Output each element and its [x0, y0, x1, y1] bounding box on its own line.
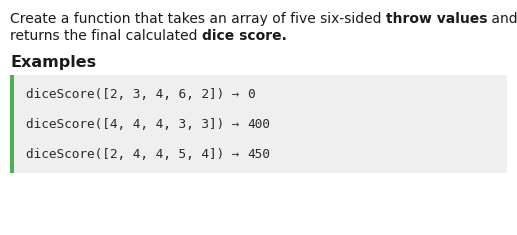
Text: →: → — [224, 148, 247, 161]
Text: diceScore([2, 4, 4, 5, 4]): diceScore([2, 4, 4, 5, 4]) — [26, 148, 224, 161]
Text: Examples: Examples — [10, 55, 96, 70]
Text: diceScore([4, 4, 4, 3, 3]): diceScore([4, 4, 4, 3, 3]) — [26, 118, 224, 131]
Text: 400: 400 — [247, 118, 270, 131]
Text: →: → — [224, 118, 247, 131]
Text: dice score.: dice score. — [202, 29, 287, 43]
Text: 450: 450 — [247, 148, 270, 161]
Text: →: → — [224, 88, 247, 101]
Text: Create a function that takes an array of five six-sided: Create a function that takes an array of… — [10, 12, 386, 26]
Text: diceScore([2, 3, 4, 6, 2]): diceScore([2, 3, 4, 6, 2]) — [26, 88, 224, 101]
Text: throw values: throw values — [386, 12, 488, 26]
Text: 0: 0 — [247, 88, 255, 101]
Text: returns the final calculated: returns the final calculated — [10, 29, 202, 43]
FancyBboxPatch shape — [10, 75, 507, 173]
Bar — [10, 75, 13, 173]
Text: and: and — [488, 12, 517, 26]
